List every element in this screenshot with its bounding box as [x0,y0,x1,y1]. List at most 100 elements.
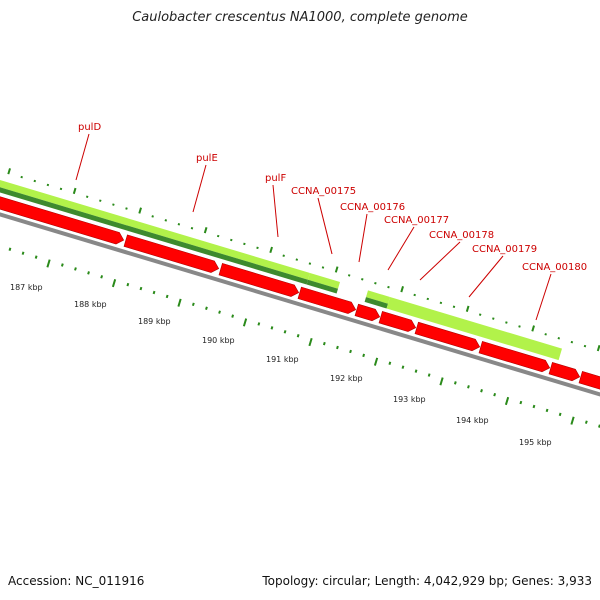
gene-label-pule: pulE [196,153,218,164]
kbp-tick-label: 193 kbp [393,395,426,404]
outer-tick [203,227,208,234]
reverse-gene-8 [478,341,551,373]
outer-tick [347,274,351,277]
outer-tick [361,278,364,281]
kbp-tick-label: 190 kbp [202,336,235,345]
outer-tick [557,336,561,340]
forward-gene-pulD-pulF-shade [0,187,308,285]
kbp-tick-label: 191 kbp [266,355,299,364]
leader-line-puld [75,133,90,181]
outer-tick [256,246,259,250]
outer-tick [583,344,587,348]
reverse-gene-10 [578,371,600,390]
reverse-gene-9 [548,362,581,382]
outer-tick [269,246,273,254]
reverse-gene-3 [218,263,300,297]
scale-tick [21,251,25,255]
scale-tick [414,369,418,373]
map-title: Caulobacter crescentus NA1000, complete … [132,10,468,25]
outer-tick [112,203,115,206]
forward-gene-pulD-pulF [0,180,310,280]
scale-tick [34,255,38,259]
scale-tick [401,365,405,369]
scale-tick-track: 187 kbp 188 kbp 189 kbp 190 kbp 191 kbp 192 k… [8,247,600,447]
leader-line-pule [192,164,207,213]
gene-label-ccna-00176: CCNA_00176 [340,202,405,213]
outer-tick [216,234,220,238]
genome-summary-text: Topology: circular; Length: 4,042,929 bp… [262,574,592,588]
gene-label-ccna-00178: CCNA_00178 [429,230,494,241]
scale-tick [427,373,431,377]
scale-tick [545,408,549,413]
outer-tick [151,215,154,218]
scale-tick [270,326,274,330]
scale-tick [60,263,64,267]
outer-tick [164,219,168,222]
leader-line-ccna-00175 [317,197,333,255]
leader-line-pulf [272,184,279,238]
reverse-gene-1 [0,196,125,245]
outer-tick [465,305,470,312]
leader-line-ccna-00179 [468,255,504,298]
scale-tick [570,416,575,425]
reverse-gene-5 [354,303,381,322]
scale-tick [296,334,300,338]
kbp-tick-label: 188 kbp [74,300,107,309]
outer-tick [190,226,194,230]
scale-tick [362,353,366,358]
leader-line-ccna-00176 [358,213,368,263]
outer-tick [125,207,128,210]
reverse-gene-7 [414,321,481,352]
scale-tick [322,341,326,346]
scale-tick [111,278,117,288]
outer-tick [531,325,535,332]
reverse-gene-6 [378,311,417,332]
scale-tick [493,392,497,397]
scale-tick [453,381,457,385]
outer-tick [85,195,89,199]
scale-tick [257,322,261,326]
gene-label-ccna-00177: CCNA_00177 [384,215,449,226]
leader-line-ccna-00180 [535,273,552,321]
gene-label-pulf: pulF [265,173,286,184]
outer-tick [426,297,430,301]
outer-tick [374,281,377,285]
scale-tick [467,385,470,389]
scale-tick [584,420,588,424]
outer-tick [295,258,299,261]
scale-tick [519,400,523,405]
accession-text: Accession: NC_011916 [8,574,145,588]
outer-tick [321,266,325,269]
outer-tick [492,317,495,320]
gene-label-ccna-00179: CCNA_00179 [472,244,537,255]
outer-tick-track [7,168,600,352]
outer-tick [46,183,50,187]
scale-tick [191,302,195,307]
gene-label-puld: pulD [78,122,101,133]
outer-tick [400,286,404,293]
scale-tick [349,349,352,354]
reverse-gene-2 [123,234,220,273]
outer-tick [243,242,246,246]
scale-tick [388,361,392,365]
scale-tick [532,404,536,409]
outer-tick [413,293,416,297]
forward-gene-ccna-00177 [386,297,562,361]
outer-tick [439,301,443,305]
outer-tick [138,207,142,214]
forward-gene-ccna-00175 [308,273,340,289]
forward-gene-ccna-00175-shade [306,279,338,294]
scale-tick [126,282,130,287]
scale-tick [74,267,77,271]
outer-tick [230,238,233,242]
scale-tick [439,377,444,386]
outer-tick [478,313,482,316]
scale-tick [100,275,104,279]
scale-tick [373,357,379,366]
gene-label-ccna-00175: CCNA_00175 [291,186,356,197]
outer-tick [72,187,77,195]
outer-tick [334,266,339,273]
leader-line-ccna-00177 [387,226,415,271]
kbp-tick-label: 187 kbp [10,283,43,292]
